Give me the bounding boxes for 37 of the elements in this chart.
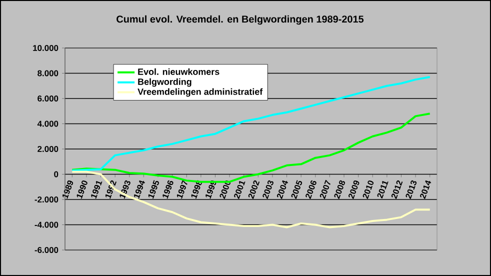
x-tick-label: 2004: [276, 180, 288, 199]
x-tick-label: 2007: [320, 180, 330, 199]
x-tick-label: 2005: [291, 180, 302, 199]
x-tick-label: 1993: [120, 180, 130, 199]
line-series: [71, 170, 431, 228]
y-tick-label: 4.000: [37, 120, 58, 127]
y-tick-label: -4.000: [34, 222, 58, 228]
y-tick-label: -6.000: [34, 247, 58, 253]
x-tick-label: 2003: [262, 180, 274, 199]
x-tick-label: 1991: [91, 181, 102, 199]
x-tick-label: 2013: [406, 180, 417, 199]
legend-label: Evol. nieuwkomers: [138, 68, 220, 75]
y-tick-label: 8.000: [38, 70, 58, 76]
x-tick-label: 1989: [62, 180, 74, 199]
x-tick-label: 1997: [176, 180, 188, 199]
x-tick-label: 2011: [377, 181, 388, 199]
x-tick-label: 1996: [162, 180, 174, 199]
x-tick-label: 1990: [76, 180, 88, 199]
x-tick-label: 2002: [248, 180, 260, 199]
y-tick-label: 2.000: [38, 146, 58, 152]
y-tick-label: 10.000: [33, 45, 58, 51]
x-tick-label: 2014: [420, 180, 432, 199]
legend-label: Vreemdelingen administratief: [138, 88, 263, 97]
x-tick-label: 2008: [334, 180, 346, 199]
y-tick-label: -2.000: [34, 196, 58, 202]
x-tick-label: 2009: [348, 180, 360, 199]
y-tick-label: 0: [54, 171, 58, 178]
x-tick-label: 2001: [234, 181, 246, 199]
x-tick-label: 2012: [391, 180, 403, 199]
legend-label: Belgwording: [138, 78, 192, 87]
x-tick-label: 1994: [134, 180, 145, 199]
line-series: [71, 76, 431, 172]
x-tick-label: 2006: [306, 180, 316, 199]
y-tick-label: 6.000: [38, 96, 58, 102]
x-tick-label: 1995: [148, 180, 159, 199]
x-tick-label: 2010: [362, 180, 374, 199]
chart-title: Cumul evol. Vreemdel. en Belgwordingen 1989-2015: [116, 15, 364, 25]
